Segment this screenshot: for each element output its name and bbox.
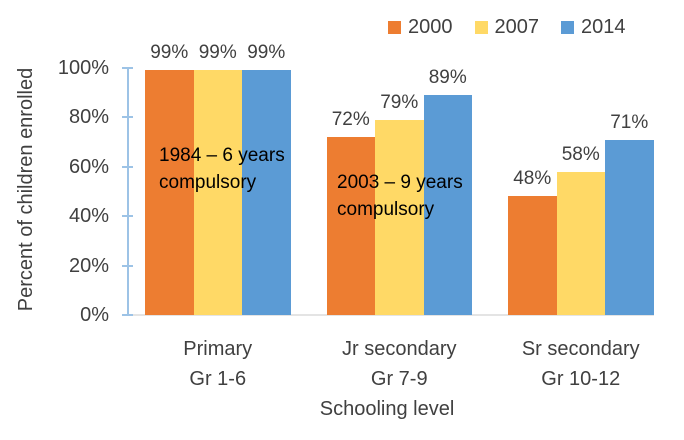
bar-2007-jr-secondary [375, 119, 424, 315]
category-grades: Gr 7-9 [370, 368, 428, 390]
y-tick-mark-80 [122, 116, 133, 119]
bar-value-label: 48% [513, 168, 552, 190]
category-name: Sr secondary [521, 338, 640, 360]
category-label-jr-secondary: Jr secondary Gr 7-9 [309, 334, 489, 394]
bar-value-label: 99% [247, 42, 286, 64]
category-label-sr-secondary: Sr secondary Gr 10-12 [491, 334, 671, 394]
bar-2000-primary [145, 70, 194, 315]
legend-label: 2007 [494, 16, 540, 38]
y-tick-mark-40 [122, 215, 133, 218]
legend-swatch-2014 [561, 21, 574, 34]
annotation-1984-compulsory: 1984 – 6 years compulsory [159, 145, 285, 193]
legend-item-2014: 2014 [561, 16, 626, 39]
y-tick-mark-100 [122, 67, 133, 69]
legend-item-2000: 2000 [388, 16, 453, 39]
bar-value-label: 71% [610, 111, 649, 133]
legend-swatch-2000 [388, 21, 401, 34]
y-axis-line [127, 68, 129, 315]
bar-2000-sr-secondary [508, 196, 557, 315]
category-grades: Gr 1-6 [189, 368, 247, 390]
bar-value-label: 89% [428, 67, 467, 89]
y-tick-label-80: 80% [68, 106, 109, 129]
x-axis-baseline [127, 314, 654, 316]
y-tick-label-40: 40% [68, 205, 109, 228]
annotation-2003-compulsory: 2003 – 9 years compulsory [337, 172, 463, 220]
bar-2007-sr-secondary [556, 171, 605, 315]
category-label-primary: Primary Gr 1-6 [128, 334, 308, 394]
bar-value-label: 72% [331, 109, 370, 131]
y-tick-label-20: 20% [68, 254, 109, 277]
legend-swatch-2007 [474, 21, 488, 34]
legend-label: 2000 [408, 16, 453, 38]
legend-item-2007: 2007 [474, 16, 540, 39]
y-tick-label-100: 100% [57, 57, 109, 79]
y-tick-mark-60 [122, 165, 133, 168]
bar-2014-primary [242, 70, 291, 315]
y-tick-label-0: 0% [80, 304, 109, 326]
y-tick-label-60: 60% [68, 155, 109, 178]
bar-value-label: 79% [380, 91, 419, 113]
legend-label: 2014 [581, 16, 626, 38]
bar-value-label: 99% [150, 42, 189, 64]
legend: 2000 2007 2014 [388, 16, 626, 39]
bar-value-label: 58% [561, 143, 600, 165]
category-grades: Gr 10-12 [541, 368, 621, 390]
y-axis-title: Percent of children enrolled [15, 67, 37, 312]
plot-area: 0% 20% 40% 60% 80% 100% 99% 99% 99% 72% 79% 89% 48% 5… [58, 42, 668, 326]
x-axis-title: Schooling level [319, 398, 455, 420]
category-name: Jr secondary [342, 338, 457, 360]
y-tick-mark-20 [122, 264, 133, 267]
bar-2007-primary [193, 70, 242, 315]
category-name: Primary [183, 338, 253, 360]
y-tick-mark-0 [122, 314, 133, 316]
bar-2000-jr-secondary [326, 137, 375, 315]
bar-2014-sr-secondary [605, 139, 654, 315]
bar-value-label: 99% [198, 42, 237, 64]
bar-2014-jr-secondary [423, 95, 472, 315]
